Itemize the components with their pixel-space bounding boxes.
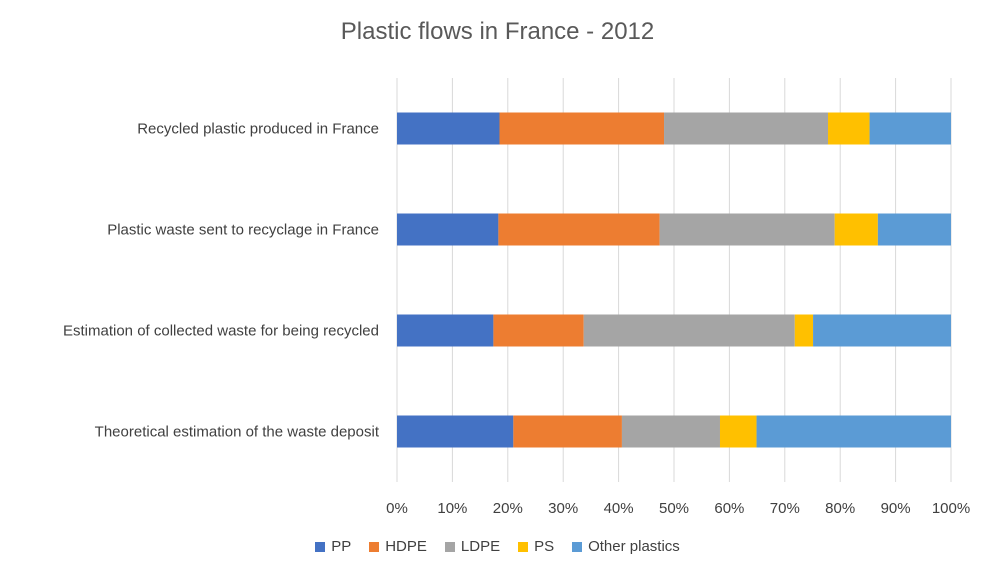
bar-segment-ldpe [621, 415, 720, 448]
legend-swatch [315, 541, 326, 552]
bar-segment-pp [397, 112, 500, 145]
x-tick-label: 100% [932, 500, 970, 517]
bar-segment-ldpe [583, 314, 795, 347]
bar-segment-ps [719, 415, 757, 448]
category-label: Estimation of collected waste for being … [63, 323, 379, 340]
legend-item: HDPE [369, 538, 427, 555]
legend-item: Other plastics [572, 538, 680, 555]
legend-swatch [572, 541, 583, 552]
bar-segment-other-plastics [756, 415, 951, 448]
x-tick-label: 60% [714, 500, 744, 517]
category-label: Recycled plastic produced in France [137, 121, 379, 138]
bar-segment-pp [397, 314, 494, 347]
x-tick-label: 10% [437, 500, 467, 517]
bar-segment-hdpe [498, 213, 660, 246]
bar-segment-hdpe [493, 314, 584, 347]
bar-segment-pp [397, 213, 499, 246]
bar-segment-hdpe [499, 112, 665, 145]
legend-item: LDPE [444, 538, 501, 555]
x-tick-label: 40% [604, 500, 634, 517]
legend: PP HDPE LDPE PS Other plastics [0, 538, 995, 555]
x-tick-label: 90% [881, 500, 911, 517]
bar-segment-ldpe [659, 213, 835, 246]
bar-segment-other-plastics [869, 112, 951, 145]
legend-item: PS [518, 538, 554, 555]
legend-label: PP [331, 538, 352, 555]
legend-swatch [444, 541, 455, 552]
bar-segment-ps [828, 112, 870, 145]
legend-label: LDPE [460, 538, 501, 555]
legend-item: PP [315, 538, 351, 555]
x-tick-label: 30% [548, 500, 578, 517]
bar-segment-other-plastics [813, 314, 951, 347]
legend-swatch [518, 541, 529, 552]
chart-title: Plastic flows in France - 2012 [340, 18, 655, 45]
x-tick-label: 20% [493, 500, 523, 517]
x-tick-label: 80% [825, 500, 855, 517]
legend-label: HDPE [385, 538, 427, 555]
x-tick-label: 50% [659, 500, 689, 517]
category-label: Theoretical estimation of the waste depo… [95, 424, 380, 441]
bar-segment-other-plastics [877, 213, 951, 246]
legend-label: PS [534, 538, 555, 555]
x-tick-label: 70% [770, 500, 800, 517]
bar-segment-ldpe [664, 112, 829, 145]
bar-segment-ps [794, 314, 814, 347]
category-label: Plastic waste sent to recyclage in Franc… [107, 222, 379, 239]
bar-segment-ps [834, 213, 878, 246]
bar-segment-hdpe [513, 415, 622, 448]
bar-segment-pp [397, 415, 514, 448]
legend-swatch [369, 541, 380, 552]
legend-label: Other plastics [588, 538, 680, 555]
x-tick-label: 0% [386, 500, 408, 517]
